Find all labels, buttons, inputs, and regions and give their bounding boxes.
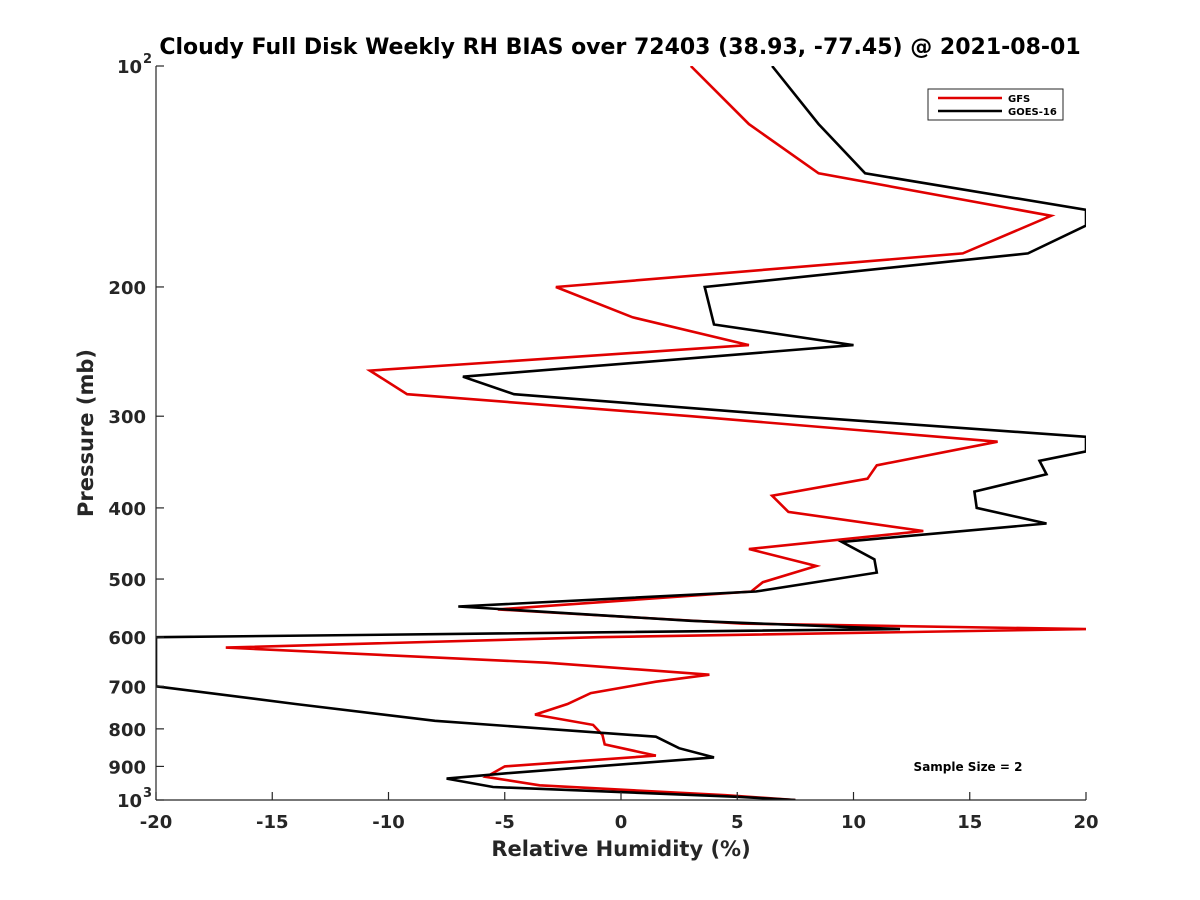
plot-area xyxy=(155,66,1086,801)
legend: GFS GOES-16 xyxy=(927,88,1064,121)
y-tick-label: 10 xyxy=(117,57,142,78)
x-tick-label: -15 xyxy=(256,812,289,833)
x-tick-label: 0 xyxy=(615,812,628,833)
legend-label: GFS xyxy=(1008,94,1030,105)
x-tick-label: 15 xyxy=(957,812,982,833)
y-tick-label: 200 xyxy=(108,278,146,299)
legend-box xyxy=(927,88,1064,121)
x-axis-label: Relative Humidity (%) xyxy=(491,837,750,861)
y-tick-label: 500 xyxy=(108,570,146,591)
sample-size-annotation: Sample Size = 2 xyxy=(914,760,1023,774)
chart-title: Cloudy Full Disk Weekly RH BIAS over 724… xyxy=(159,35,1080,60)
x-tick-label: -10 xyxy=(372,812,405,833)
y-tick-label: 600 xyxy=(108,628,146,649)
y-tick-label: 900 xyxy=(108,757,146,778)
x-axis-ticks: -20 -15 -10 -5 0 5 10 15 20 xyxy=(140,792,1099,833)
y-tick-label: 700 xyxy=(108,677,146,698)
y-tick-label: 300 xyxy=(108,407,146,428)
legend-label: GOES-16 xyxy=(1008,107,1057,118)
x-tick-label: 5 xyxy=(731,812,744,833)
y-tick-label: 400 xyxy=(108,499,146,520)
series-line-gfs xyxy=(225,66,1086,800)
x-tick-label: -20 xyxy=(140,812,173,833)
y-tick-exponent: 2 xyxy=(143,52,152,67)
x-tick-label: 10 xyxy=(841,812,866,833)
y-axis-label: Pressure (mb) xyxy=(74,349,98,517)
series-line-goes-16 xyxy=(156,66,1086,800)
y-tick-label: 800 xyxy=(108,720,146,741)
y-tick-label: 10 xyxy=(117,791,142,812)
x-tick-label: -5 xyxy=(495,812,515,833)
y-tick-exponent: 3 xyxy=(143,786,152,801)
x-tick-label: 20 xyxy=(1073,812,1098,833)
